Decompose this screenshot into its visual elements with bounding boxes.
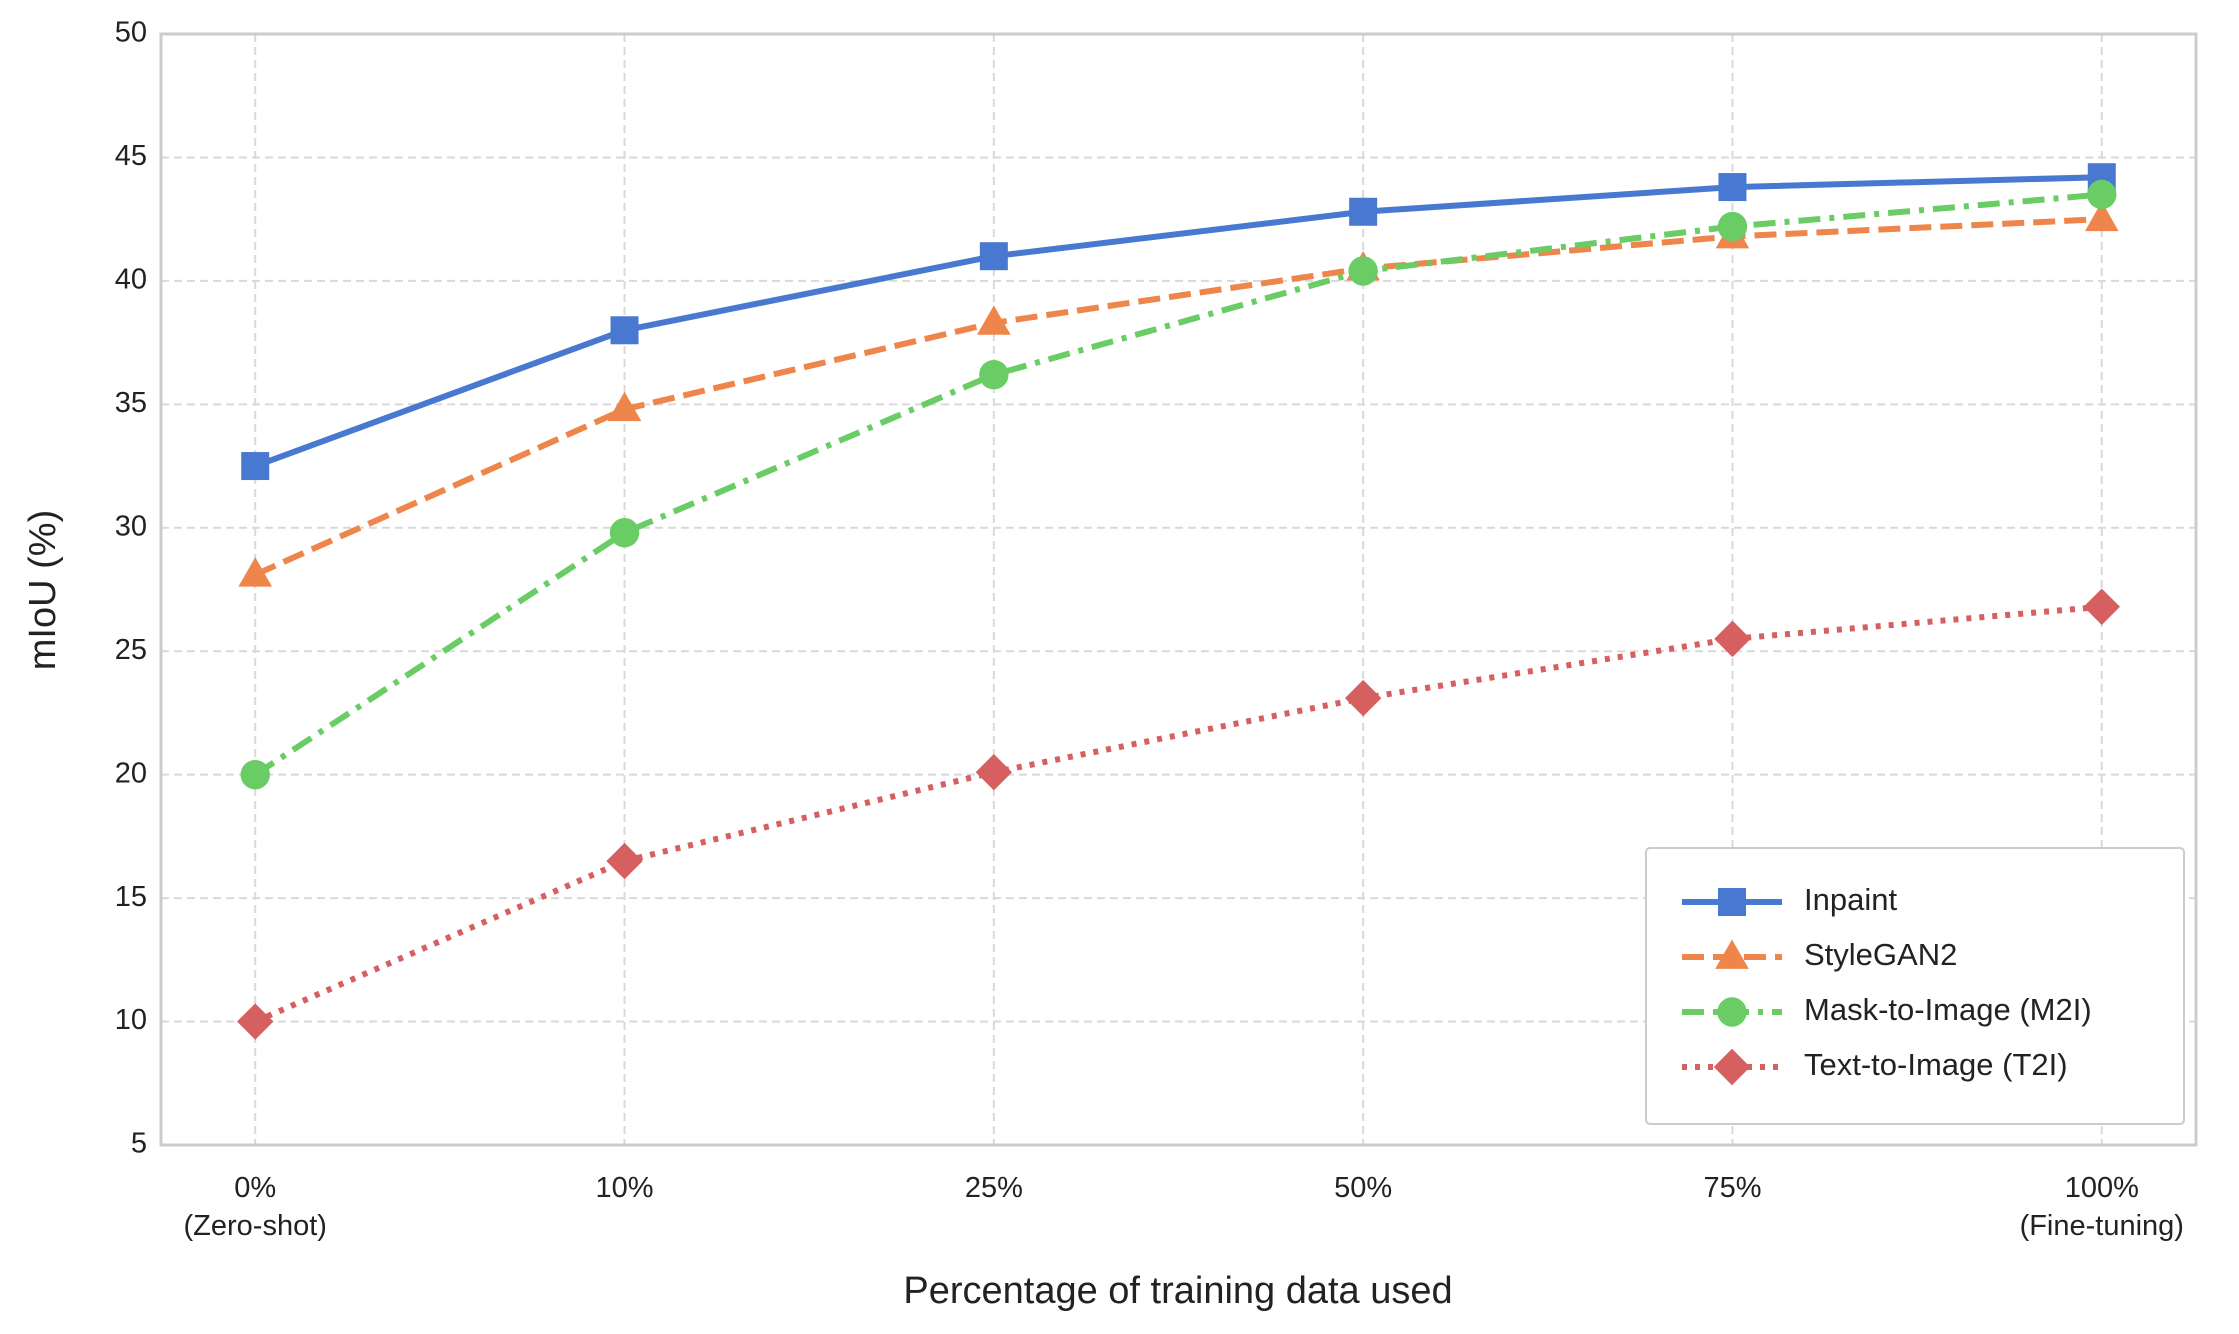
- series-line: [253, 216, 2102, 578]
- marker: [1718, 173, 1747, 202]
- y-tick-label: 25: [115, 634, 147, 666]
- y-tick-label: 50: [115, 17, 147, 49]
- x-tick-label: 10%: [596, 1172, 654, 1204]
- marker: [2087, 179, 2117, 210]
- y-tick-label: 15: [115, 881, 147, 913]
- marker: [1718, 888, 1746, 916]
- marker: [1714, 620, 1751, 658]
- y-tick-label: 35: [115, 387, 147, 419]
- marker: [1349, 197, 1378, 226]
- x-tick-label: 50%: [1334, 1172, 1392, 1204]
- legend-box: [1645, 847, 2185, 1125]
- marker: [1715, 939, 1749, 969]
- legend-label: StyleGAN2: [1804, 937, 1957, 972]
- marker: [606, 842, 643, 880]
- marker: [977, 305, 1011, 335]
- legend-label: Text-to-Image (T2I): [1804, 1047, 2068, 1082]
- marker: [610, 316, 639, 345]
- y-tick-label: 30: [115, 510, 147, 542]
- series-line: [254, 174, 2102, 469]
- x-axis-label: Percentage of training data used: [903, 1270, 1452, 1312]
- marker: [609, 518, 640, 548]
- marker: [979, 360, 1009, 390]
- series-line: [253, 191, 2103, 778]
- plot-frame: [159, 32, 2198, 1147]
- x-tick-label: 75%: [1703, 1172, 1761, 1204]
- y-tick-label: 5: [131, 1128, 147, 1160]
- x-tick-label: 0% (Zero-shot): [184, 1172, 327, 1242]
- y-tick-label: 20: [115, 757, 147, 789]
- x-tick-label: 100% (Fine-tuning): [2020, 1172, 2184, 1242]
- x-tick-label: 25%: [965, 1172, 1023, 1204]
- marker: [238, 557, 273, 587]
- marker: [1348, 256, 1378, 286]
- marker: [1344, 679, 1382, 717]
- marker: [240, 759, 270, 790]
- marker: [1713, 1048, 1751, 1086]
- marker: [979, 242, 1008, 271]
- marker: [975, 753, 1013, 791]
- marker: [2084, 201, 2119, 232]
- marker: [1717, 211, 1748, 242]
- marker: [2083, 588, 2120, 625]
- legend-label: Mask-to-Image (M2I): [1804, 992, 2092, 1027]
- y-tick-label: 10: [115, 1004, 147, 1036]
- y-axis-label: mIoU (%): [22, 510, 64, 670]
- marker: [607, 391, 642, 422]
- y-tick-label: 45: [115, 140, 147, 172]
- marker: [1717, 997, 1747, 1027]
- y-tick-label: 40: [115, 264, 147, 296]
- legend-label: Inpaint: [1804, 882, 1897, 917]
- marker: [237, 1003, 274, 1040]
- marker: [241, 452, 270, 481]
